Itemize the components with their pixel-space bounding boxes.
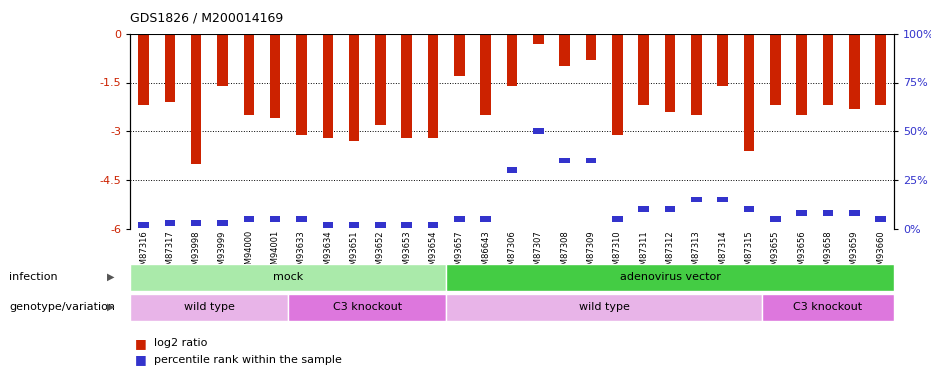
Bar [401, 222, 412, 228]
Bar [454, 34, 465, 76]
Bar [744, 206, 754, 212]
Bar [375, 222, 385, 228]
Text: ■: ■ [135, 337, 147, 350]
Text: percentile rank within the sample: percentile rank within the sample [154, 355, 342, 365]
Bar [322, 34, 333, 138]
Bar [454, 216, 465, 222]
Bar [770, 34, 780, 105]
Bar [480, 34, 491, 115]
Bar [296, 216, 306, 222]
Bar [796, 210, 807, 216]
Bar [718, 34, 728, 86]
Text: C3 knockout: C3 knockout [332, 303, 402, 312]
Text: C3 knockout: C3 knockout [793, 303, 862, 312]
Bar [506, 34, 518, 86]
Bar [612, 34, 623, 135]
Bar [796, 34, 807, 115]
Text: log2 ratio: log2 ratio [154, 338, 207, 348]
Bar [823, 34, 833, 105]
Bar [217, 34, 228, 86]
Bar [823, 210, 833, 216]
Text: wild type: wild type [579, 303, 629, 312]
Bar [349, 222, 359, 228]
Bar [770, 216, 780, 222]
Bar [270, 216, 280, 222]
Bar [639, 34, 649, 105]
Bar [586, 158, 596, 164]
Text: ■: ■ [135, 354, 147, 366]
Bar [244, 216, 254, 222]
Bar [744, 34, 754, 151]
Bar [691, 34, 702, 115]
Bar [718, 196, 728, 202]
Bar [130, 294, 289, 321]
Bar [560, 158, 570, 164]
Bar [560, 34, 570, 66]
Bar [349, 34, 359, 141]
Bar [875, 34, 886, 105]
Bar [849, 210, 859, 216]
Bar [446, 294, 762, 321]
Bar [296, 34, 306, 135]
Bar [217, 220, 228, 226]
Text: GDS1826 / M200014169: GDS1826 / M200014169 [130, 11, 284, 24]
Bar [533, 128, 544, 134]
Bar [375, 34, 385, 125]
Bar [533, 34, 544, 44]
Bar [428, 222, 439, 228]
Bar [586, 34, 596, 60]
Bar [289, 294, 446, 321]
Text: ▶: ▶ [107, 302, 115, 312]
Bar [506, 167, 518, 173]
Bar [270, 34, 280, 118]
Bar [322, 222, 333, 228]
Bar [401, 34, 412, 138]
Bar [480, 216, 491, 222]
Text: genotype/variation: genotype/variation [9, 302, 115, 312]
Bar [612, 216, 623, 222]
Text: adenovirus vector: adenovirus vector [619, 273, 721, 282]
Bar [244, 34, 254, 115]
Bar [446, 264, 894, 291]
Bar [639, 206, 649, 212]
Bar [875, 216, 886, 222]
Bar [138, 34, 149, 105]
Bar [665, 206, 675, 212]
Bar [762, 294, 894, 321]
Bar [191, 220, 201, 226]
Bar [165, 220, 175, 226]
Bar [130, 264, 446, 291]
Bar [665, 34, 675, 112]
Bar [165, 34, 175, 102]
Bar [191, 34, 201, 164]
Bar [428, 34, 439, 138]
Bar [138, 222, 149, 228]
Text: ▶: ▶ [107, 272, 115, 282]
Bar [691, 196, 702, 202]
Text: mock: mock [273, 273, 304, 282]
Text: wild type: wild type [184, 303, 235, 312]
Bar [849, 34, 859, 108]
Text: infection: infection [9, 272, 58, 282]
